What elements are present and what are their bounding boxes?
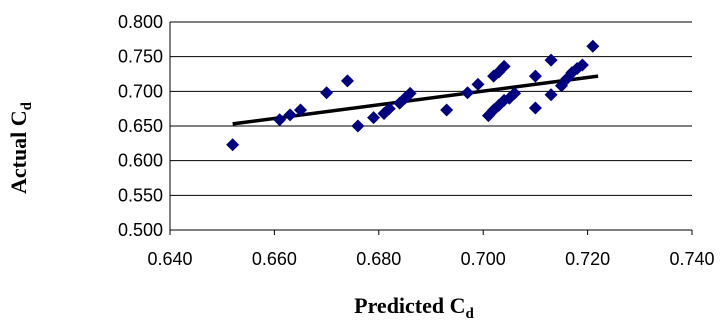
- data-point: [294, 103, 307, 117]
- x-tick-label: 0.640: [147, 249, 192, 269]
- x-axis-ticks: 0.640 0.660 0.680 0.700 0.720 0.740: [147, 230, 715, 269]
- x-axis-title: Predicted Cd: [354, 293, 474, 322]
- gridlines: [169, 21, 692, 231]
- data-point: [403, 86, 417, 100]
- y-axis-title: Actual Cd: [6, 101, 35, 194]
- y-tick-label: 0.700: [118, 81, 163, 101]
- data-point: [570, 61, 584, 75]
- data-point: [528, 101, 542, 115]
- y-tick-label: 0.800: [118, 12, 163, 32]
- x-tick-label: 0.680: [356, 249, 401, 269]
- data-point: [586, 39, 600, 53]
- data-point: [497, 59, 511, 73]
- data-point: [544, 53, 558, 67]
- x-tick-label: 0.720: [565, 249, 610, 269]
- data-point: [226, 138, 240, 152]
- data-point: [382, 102, 396, 116]
- x-tick-label: 0.660: [252, 249, 297, 269]
- data-point: [440, 103, 454, 117]
- data-point: [544, 88, 558, 102]
- data-point: [575, 58, 589, 72]
- data-point: [508, 86, 522, 100]
- data-point: [367, 111, 381, 125]
- data-point: [283, 108, 297, 122]
- y-tick-label: 0.750: [118, 47, 163, 67]
- data-point: [471, 77, 485, 91]
- data-point: [340, 74, 354, 88]
- x-tick-label: 0.700: [461, 249, 506, 269]
- y-tick-label: 0.550: [118, 185, 163, 205]
- y-tick-label: 0.650: [118, 116, 163, 136]
- data-point: [320, 86, 334, 100]
- y-axis-ticks: 0.500 0.550 0.600 0.650 0.700 0.750 0.800: [118, 12, 163, 240]
- data-point: [273, 113, 287, 127]
- x-tick-label: 0.740: [669, 249, 714, 269]
- data-point: [528, 69, 542, 83]
- data-points: [226, 39, 600, 152]
- y-tick-label: 0.500: [118, 220, 163, 240]
- y-tick-label: 0.600: [118, 151, 163, 171]
- data-point: [351, 119, 365, 133]
- data-point: [461, 86, 475, 100]
